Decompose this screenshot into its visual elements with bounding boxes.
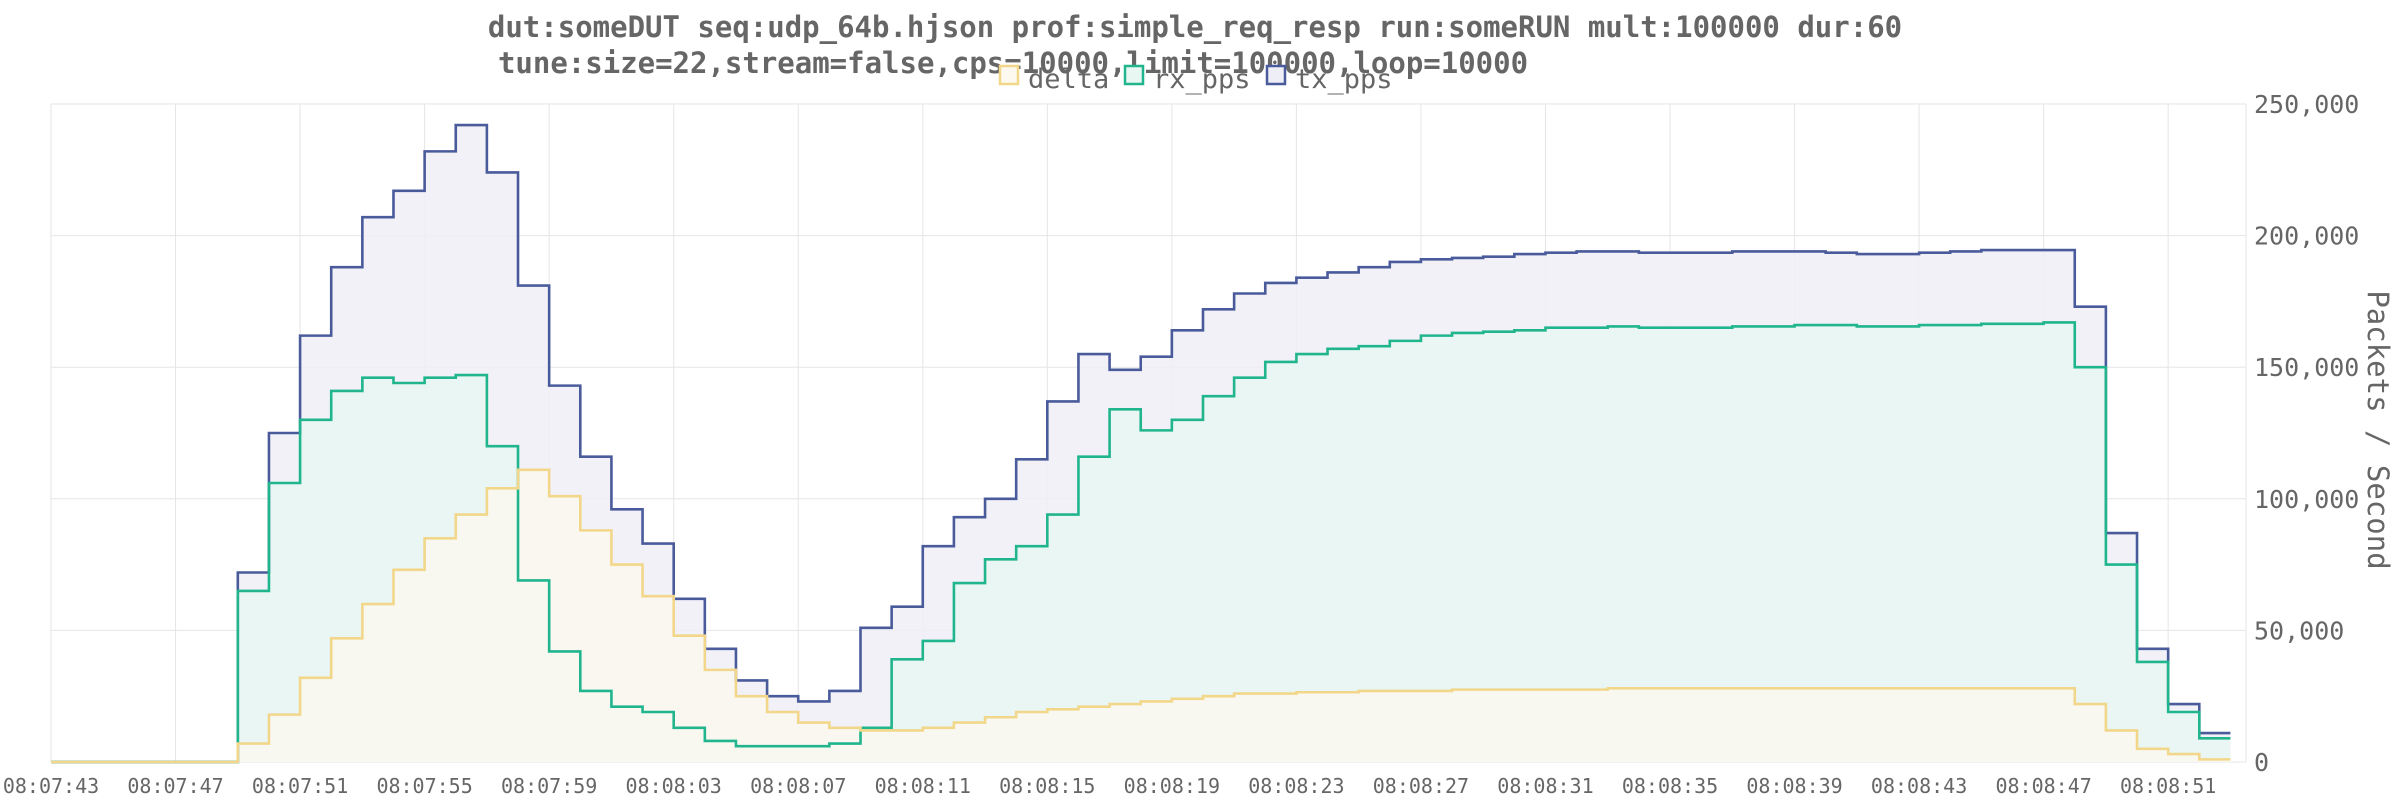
- x-tick-label: 08:08:51: [2120, 774, 2216, 798]
- legend-swatch-tx_pps: [1265, 64, 1287, 86]
- x-tick-label: 08:08:07: [750, 774, 846, 798]
- legend-item-rx_pps: rx_pps: [1123, 64, 1251, 95]
- legend-swatch-delta: [998, 64, 1020, 86]
- chart-title-line-1: dut:someDUT seq:udp_64b.hjson prof:simpl…: [488, 10, 1902, 44]
- legend-label-delta: delta: [1028, 64, 1109, 95]
- series-layer: [51, 123, 2231, 764]
- x-tick-label: 08:08:47: [1995, 774, 2091, 798]
- x-tick-label: 08:08:35: [1622, 774, 1718, 798]
- x-tick-label: 08:08:27: [1373, 774, 1469, 798]
- legend: delta rx_pps tx_pps: [998, 64, 1393, 95]
- y-tick-label: 250,000: [2254, 90, 2359, 119]
- x-tick-label: 08:07:43: [3, 774, 99, 798]
- x-tick-label: 08:08:43: [1871, 774, 1967, 798]
- series-line-delta: [51, 468, 2231, 764]
- x-tick-label: 08:07:51: [252, 774, 348, 798]
- legend-label-tx_pps: tx_pps: [1295, 64, 1393, 95]
- legend-label-rx_pps: rx_pps: [1153, 64, 1251, 95]
- y-tick-label: 200,000: [2254, 222, 2359, 251]
- axes: 0 50,000 100,000 150,000 200,000 250,000 08:07…: [3, 90, 2360, 798]
- x-tick-label: 08:08:39: [1746, 774, 1842, 798]
- x-tick-label: 08:07:59: [501, 774, 597, 798]
- series-fill-rx_pps: [51, 322, 2231, 762]
- y-tick-label: 100,000: [2254, 485, 2359, 514]
- y-tick-label: 150,000: [2254, 353, 2359, 382]
- y-axis-label: Packets / Second: [2361, 290, 2395, 569]
- legend-item-tx_pps: tx_pps: [1265, 64, 1393, 95]
- x-tick-label: 08:08:15: [999, 774, 1095, 798]
- x-tick-label: 08:08:03: [626, 774, 722, 798]
- x-tick-label: 08:07:47: [127, 774, 223, 798]
- legend-item-delta: delta: [998, 64, 1109, 95]
- x-tick-label: 08:08:19: [1124, 774, 1220, 798]
- series-line-tx_pps: [51, 123, 2231, 764]
- y-tick-label: 0: [2254, 748, 2269, 777]
- series-line-rx_pps: [51, 321, 2231, 764]
- x-tick-label: 08:08:11: [875, 774, 971, 798]
- x-tick-label: 08:08:23: [1248, 774, 1344, 798]
- x-tick-label: 08:07:55: [376, 774, 472, 798]
- x-tick-label: 08:08:31: [1497, 774, 1593, 798]
- legend-swatch-rx_pps: [1123, 64, 1145, 86]
- y-tick-label: 50,000: [2254, 616, 2344, 645]
